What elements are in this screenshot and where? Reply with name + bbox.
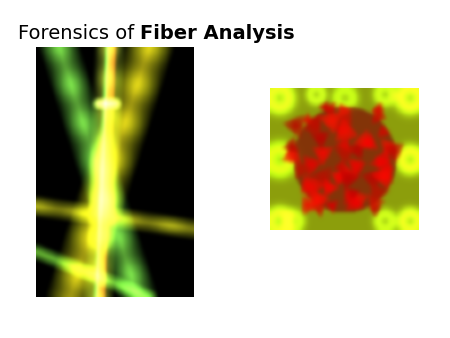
Text: Fiber Analysis: Fiber Analysis (140, 24, 295, 43)
Text: Forensics of: Forensics of (18, 24, 140, 43)
